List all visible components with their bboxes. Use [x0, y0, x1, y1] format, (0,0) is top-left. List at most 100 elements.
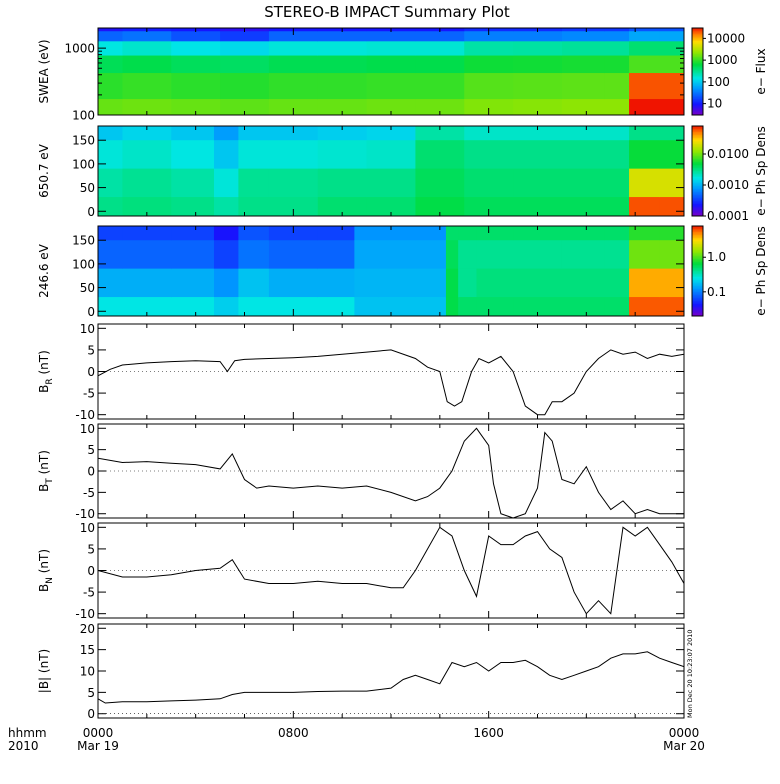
- heatmap-cell: [317, 240, 355, 270]
- heatmap-cell: [366, 31, 417, 42]
- y-tick-label: 5: [87, 686, 95, 700]
- heatmap-cell: [366, 73, 417, 100]
- axis-format-label: hhmm: [8, 726, 47, 740]
- heatmap-cell: [238, 140, 270, 170]
- heatmap-cell: [171, 297, 215, 316]
- heatmap-cell: [317, 297, 355, 316]
- y-tick-label: 5: [87, 443, 95, 457]
- colorbar-swatch: [692, 287, 703, 290]
- heatmap-cell: [268, 41, 319, 57]
- heatmap-cell: [561, 268, 606, 298]
- heatmap-cell: [464, 55, 514, 74]
- heatmap-cell: [213, 226, 239, 241]
- y-tick-label: 0: [87, 465, 95, 479]
- colorbar-swatch: [692, 208, 703, 211]
- colorbar-swatch: [692, 33, 703, 36]
- heatmap-cell: [122, 297, 172, 316]
- colorbar-swatch: [692, 156, 703, 158]
- colorbar-swatch: [692, 198, 703, 200]
- y-axis-label: 246.6 eV: [37, 243, 51, 298]
- panel-6: 10 5 0 -5 -10 BN (nT): [37, 521, 685, 621]
- y-axis-label: BT (nT): [37, 450, 55, 492]
- panel-1: 10000 1000 100 10 e− Flux 1000 100 SWEA (eV): [37, 27, 768, 123]
- heatmap-cell: [629, 168, 661, 198]
- y-tick-label: -5: [83, 387, 95, 401]
- colorbar-frame: [691, 125, 704, 217]
- y-tick-label: 10: [80, 322, 95, 336]
- heatmap-cell: [513, 126, 563, 141]
- heatmap-cell: [464, 31, 514, 42]
- colorbar-swatch: [692, 169, 703, 172]
- heatmap-cell: [268, 268, 319, 298]
- heatmap-cell: [629, 28, 661, 32]
- heatmap-cell: [213, 168, 239, 198]
- colorbar-swatch: [692, 104, 703, 107]
- heatmap-cell: [561, 168, 606, 198]
- heatmap-cell: [317, 168, 368, 198]
- heatmap-cell: [238, 226, 270, 241]
- y-tick-label: 15: [80, 643, 95, 657]
- x-tick-label: 1600: [473, 726, 504, 740]
- colorbar-swatch: [692, 271, 703, 273]
- y-tick-label: -5: [83, 486, 95, 500]
- y-tick-label: 0: [87, 365, 95, 379]
- x-tick-label: 0000: [669, 726, 700, 740]
- colorbar-swatch: [692, 186, 703, 188]
- y-tick-label: -10: [75, 408, 95, 422]
- colorbar-swatch: [692, 29, 703, 32]
- heatmap-cell: [464, 168, 514, 198]
- heatmap-cell: [464, 140, 514, 170]
- heatmap-cell: [513, 226, 563, 241]
- heatmap-cell: [171, 73, 221, 100]
- colorbar-tick-label: 0.0100: [707, 147, 749, 161]
- heatmap-cell: [659, 240, 684, 270]
- colorbar-swatch: [692, 178, 703, 181]
- heatmap-cell: [220, 31, 270, 42]
- colorbar-swatch: [692, 180, 703, 182]
- heatmap-cell: [458, 240, 478, 270]
- colorbar-swatch: [692, 62, 703, 65]
- colorbar-swatch: [692, 58, 703, 61]
- heatmap-cell: [561, 240, 606, 270]
- colorbar-tick-label: 1.0: [707, 250, 726, 264]
- colorbar-swatch: [692, 290, 703, 293]
- colorbar-swatch: [692, 175, 703, 178]
- colorbar-swatch: [692, 129, 703, 131]
- y-tick-label: 20: [80, 622, 95, 636]
- colorbar-swatch: [692, 211, 703, 214]
- colorbar-swatch: [692, 145, 703, 148]
- heatmap-cell: [561, 140, 606, 170]
- heatmap-cell: [604, 99, 630, 115]
- heatmap-cell: [171, 126, 215, 141]
- heatmap-cell: [604, 31, 630, 42]
- colorbar-swatch: [692, 51, 703, 54]
- colorbar-swatch: [692, 36, 703, 39]
- colorbar-swatch: [692, 101, 703, 104]
- colorbar-swatch: [692, 88, 703, 91]
- colorbar-swatch: [692, 272, 703, 275]
- colorbar-swatch: [692, 28, 703, 30]
- heatmap-cell: [513, 41, 563, 57]
- heatmap-cell: [171, 268, 215, 298]
- colorbar-swatch: [692, 171, 703, 173]
- heatmap-cell: [268, 297, 319, 316]
- y-axis-label: |B| (nT): [37, 649, 51, 693]
- heatmap-cell: [561, 31, 606, 42]
- heatmap-cell: [122, 31, 172, 42]
- heatmap-cell: [659, 99, 684, 115]
- heatmap-cell: [213, 240, 239, 270]
- heatmap-cell: [317, 73, 368, 100]
- heatmap-cell: [659, 41, 684, 57]
- colorbar-swatch: [692, 59, 703, 62]
- heatmap-cell: [561, 297, 606, 316]
- colorbar-swatch: [692, 241, 703, 243]
- panel-5: 10 5 0 -5 -10 BT (nT): [37, 422, 685, 521]
- x-date-label: Mar 19: [77, 739, 119, 753]
- heatmap-cell: [220, 99, 270, 115]
- heatmap-cell: [98, 31, 124, 42]
- colorbar-swatch: [692, 248, 703, 251]
- heatmap-cell: [513, 268, 563, 298]
- colorbar-swatch: [692, 139, 703, 142]
- heatmap-cell: [464, 99, 514, 115]
